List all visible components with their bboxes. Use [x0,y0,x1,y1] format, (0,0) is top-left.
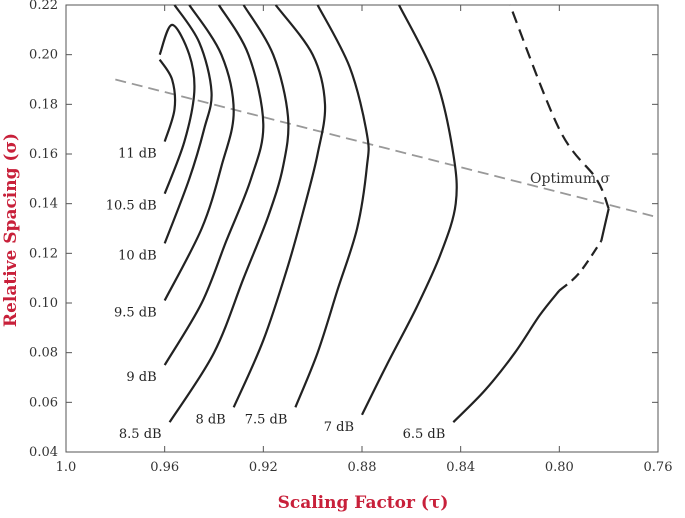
contour-11-db [158,58,177,142]
y-tick-label: 0.08 [29,346,58,361]
y-tick-label: 0.16 [29,147,58,162]
contour-9-db [163,4,265,366]
contour-8-5-db [168,4,290,423]
contour-10-5-db [158,23,196,195]
contour-8-db [232,4,327,408]
y-tick-label: 0.14 [29,197,58,212]
y-tick-label: 0.06 [29,395,58,410]
contour-7-db [361,4,458,416]
contour-11-db-label: 11 dB [118,147,157,162]
x-tick-label: 0.96 [150,460,179,475]
contour-6-5-db-mid [600,208,610,242]
y-tick-label: 0.22 [29,0,58,13]
optimum-layer [115,78,654,217]
contour-8-db-label: 8 dB [195,412,225,427]
x-axis-title: Scaling Factor (τ) [278,493,449,513]
contour-10-db-label: 10 dB [118,248,157,263]
contour-10-5-db-label: 10.5 dB [106,199,157,214]
contour-layer [158,4,610,423]
y-tick-label: 0.18 [29,97,58,112]
contour-10-db [163,4,213,244]
x-tick-label: 0.80 [545,460,574,475]
contour-6-5-db-dashed [558,240,603,292]
axis-layer: 1.0 0.96 0.92 0.88 0.84 0.80 0.76 0.04 0.06 0.08 0… [29,0,672,475]
x-tick-label: 0.88 [348,460,377,475]
y-tick-label: 0.12 [29,246,58,261]
y-axis-title: Relative Spacing (σ) [1,133,21,327]
contour-6-5-db-label: 6.5 dB [403,427,446,442]
optimum-annotation: Optimum σ [530,171,611,187]
contour-label-layer: 11 dB 10.5 dB 10 dB 9.5 dB 9 dB 8.5 dB 8 dB 7.5… [106,147,446,443]
contour-9-5-db [163,4,235,301]
contour-9-db-label: 9 dB [126,370,156,385]
x-tick-label: 0.76 [644,460,673,475]
y-tick-label: 0.20 [29,48,58,63]
x-tick-label: 1.0 [56,460,77,475]
contour-7-db-label: 7 dB [324,420,354,435]
y-tick-label: 0.04 [29,445,58,460]
contour-9-5-db-label: 9.5 dB [114,306,157,321]
x-tick-label: 0.84 [446,460,475,475]
contour-8-5-db-label: 8.5 dB [119,427,162,442]
optimum-sigma-line [115,78,654,217]
contour-6-5-db-lower [452,289,561,423]
x-tick-label: 0.92 [249,460,278,475]
contour-7-5-db-label: 7.5 dB [245,412,288,427]
contour-7-5-db [294,4,370,408]
contour-6-5-db-upper-dashed [508,4,610,210]
y-tick-label: 0.10 [29,296,58,311]
